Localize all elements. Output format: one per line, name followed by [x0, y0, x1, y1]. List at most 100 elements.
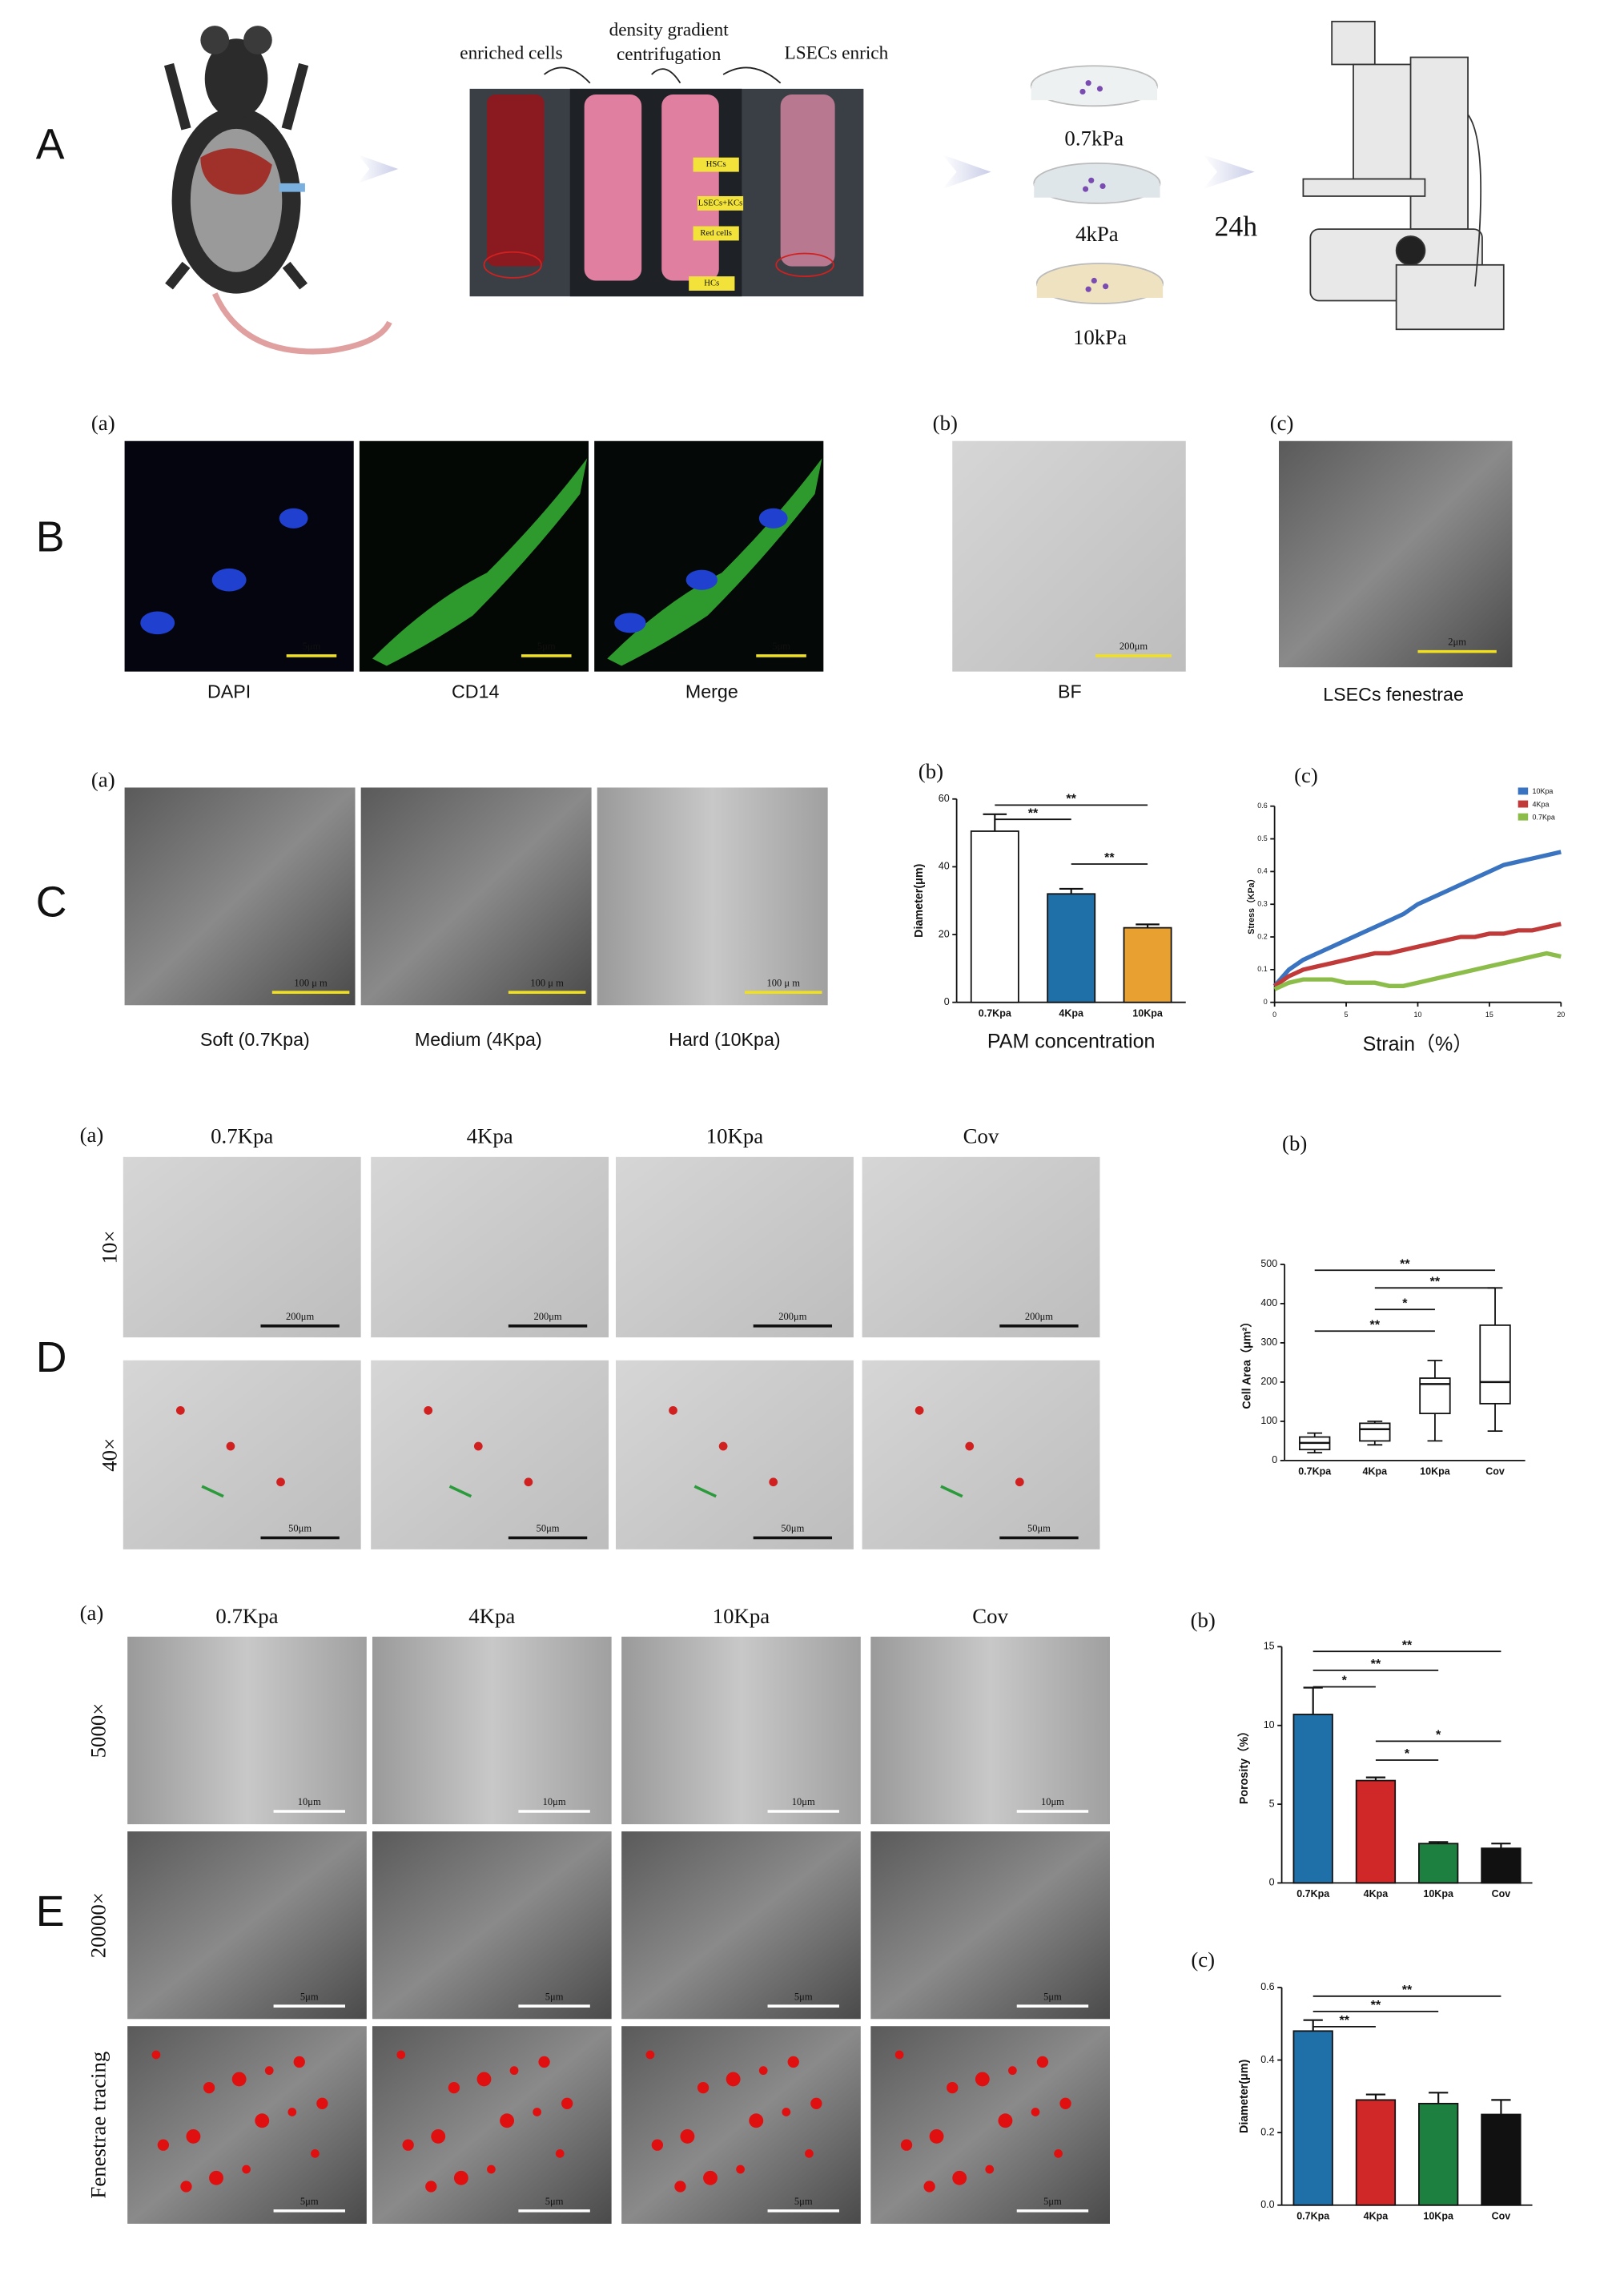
- column-title: 4Kpa: [468, 1604, 515, 1628]
- image-caption: Soft (0.7Kpa): [200, 1029, 310, 1050]
- fenestra-trace: [431, 2128, 446, 2144]
- image-caption: Hard (10Kpa): [669, 1029, 780, 1050]
- subpanel-label: (a): [80, 1123, 104, 1147]
- micrograph: [372, 1831, 612, 2020]
- y-tick-label: 10: [1264, 1719, 1275, 1730]
- fenestra-trace: [316, 2097, 328, 2109]
- arrow-marker: [448, 1485, 472, 1498]
- scale-bar-label: 5μm: [303, 641, 321, 652]
- row-label: Fenestrae tracing: [86, 2052, 110, 2199]
- fenestra-trace: [264, 2066, 274, 2076]
- fenestra-trace: [151, 2050, 161, 2060]
- scale-bar-label: 2μm: [1448, 637, 1466, 648]
- layer-label: HSCs: [706, 159, 726, 169]
- fenestra-trace: [782, 2108, 791, 2116]
- row-label: 5000×: [86, 1703, 110, 1759]
- sem-grid: 0.7Kpa 10μm 5μm 5μm 4Kpa 10μm 5μm 5μm 10Kpa 10μm 5…: [86, 1604, 1110, 2224]
- fenestra-trace: [500, 2113, 515, 2128]
- fenestra-trace: [985, 2164, 995, 2174]
- line-series: [1273, 951, 1562, 991]
- box: [1359, 1422, 1391, 1442]
- y-axis-label: Diameter(μm): [913, 863, 926, 937]
- legend-swatch: [1517, 813, 1529, 821]
- micrograph: [870, 1636, 1110, 1825]
- fenestra-trace: [1054, 2149, 1063, 2158]
- x-tick-label: 0.7Kpa: [1296, 2210, 1330, 2221]
- fenestra-trace: [749, 2113, 764, 2128]
- layer-label: HCs: [704, 279, 719, 288]
- fenestra-trace: [805, 2149, 814, 2158]
- fenestra-trace: [975, 2072, 990, 2087]
- bar: [1292, 2030, 1333, 2206]
- significance-label: **: [1066, 792, 1076, 806]
- subpanel-label: (a): [91, 767, 115, 791]
- subpanel-label: (b): [933, 411, 958, 435]
- subpanel-label: (b): [1191, 1608, 1216, 1632]
- y-tick-label: 0.1: [1257, 965, 1267, 973]
- fenestra-trace: [538, 2056, 550, 2068]
- fenestra-trace: [242, 2164, 251, 2174]
- fenestra-trace: [998, 2113, 1013, 2128]
- y-tick-label: 300: [1260, 1336, 1277, 1348]
- legend-label: 4Kpa: [1533, 800, 1550, 808]
- fenestra-trace: [509, 2066, 519, 2076]
- subpanel-label: (b): [1282, 1131, 1307, 1156]
- column-title: 10Kpa: [713, 1604, 770, 1628]
- layer-label: Red cells: [700, 228, 732, 238]
- y-tick-label: 0.3: [1257, 900, 1267, 908]
- significance-label: **: [1340, 2013, 1350, 2028]
- image-caption: DAPI: [207, 681, 251, 702]
- significance-label: **: [1430, 1274, 1441, 1288]
- layer-label: LSECs+KCs: [698, 198, 742, 207]
- micrograph: [127, 2026, 367, 2224]
- scale-bar-label: 5μm: [545, 1991, 564, 2002]
- bar: [1355, 1779, 1397, 1884]
- column-title: 0.7Kpa: [211, 1124, 273, 1148]
- scale-bars: 100 μ m 100 μ m 100 μ m: [271, 977, 822, 994]
- subpanel-label: (a): [91, 411, 115, 435]
- cell-marker: [276, 1477, 285, 1487]
- fenestra-trace: [203, 2081, 215, 2094]
- y-tick-label: 0.4: [1260, 2054, 1274, 2065]
- layer-label-bg: [693, 157, 739, 172]
- fenestra-trace: [1036, 2056, 1049, 2068]
- x-tick-label: 0.7Kpa: [1298, 1466, 1332, 1477]
- tubes-photo: [469, 88, 864, 297]
- column-title: Cov: [963, 1124, 999, 1148]
- stiffness-label: 10kPa: [1073, 325, 1127, 349]
- column-title: 0.7Kpa: [215, 1604, 278, 1628]
- x-tick-label: 4Kpa: [1059, 1007, 1084, 1019]
- row-label: 40×: [98, 1438, 122, 1472]
- micrograph: [371, 1360, 609, 1550]
- image-caption: BF: [1058, 681, 1082, 702]
- row-label: 20000×: [86, 1892, 110, 1958]
- significance-label: *: [1436, 1727, 1441, 1742]
- image-caption: CD14: [452, 681, 499, 702]
- chart: 0 100 200 300 400 500 Cell Area（μm²） 0.7Kpa 4Kpa…: [1240, 1256, 1526, 1477]
- fenestra-trace: [487, 2164, 496, 2174]
- y-tick-label: 0.2: [1260, 2126, 1274, 2137]
- image-caption: Merge: [685, 681, 738, 702]
- step-arrow: [544, 66, 782, 84]
- y-tick-label: 0.0: [1260, 2199, 1274, 2210]
- x-tick-label: 5: [1345, 1011, 1349, 1019]
- fenestra-trace: [703, 2170, 718, 2185]
- significance-label: *: [1342, 1674, 1348, 1688]
- x-tick-label: 20: [1557, 1011, 1565, 1019]
- subpanel-label: (b): [919, 759, 943, 783]
- fenestra-trace: [726, 2072, 741, 2087]
- fenestra-trace: [180, 2181, 192, 2193]
- charts: 0 20 40 60 Diameter(μm) PAM concentration 0.7K…: [913, 787, 1565, 2221]
- fenestra-trace: [1031, 2108, 1040, 2116]
- fenestra-trace: [396, 2050, 406, 2060]
- step-label: centrifugation: [617, 44, 722, 65]
- fenestra-trace: [929, 2128, 944, 2144]
- fenestra-trace: [947, 2081, 959, 2094]
- scale-bar-label: 100 μ m: [294, 977, 328, 988]
- y-tick-label: 100: [1260, 1415, 1277, 1426]
- scale-bars: 5μm 5μm 5μm 200μm 2μm: [286, 637, 1497, 657]
- fenestra-trace: [186, 2128, 201, 2144]
